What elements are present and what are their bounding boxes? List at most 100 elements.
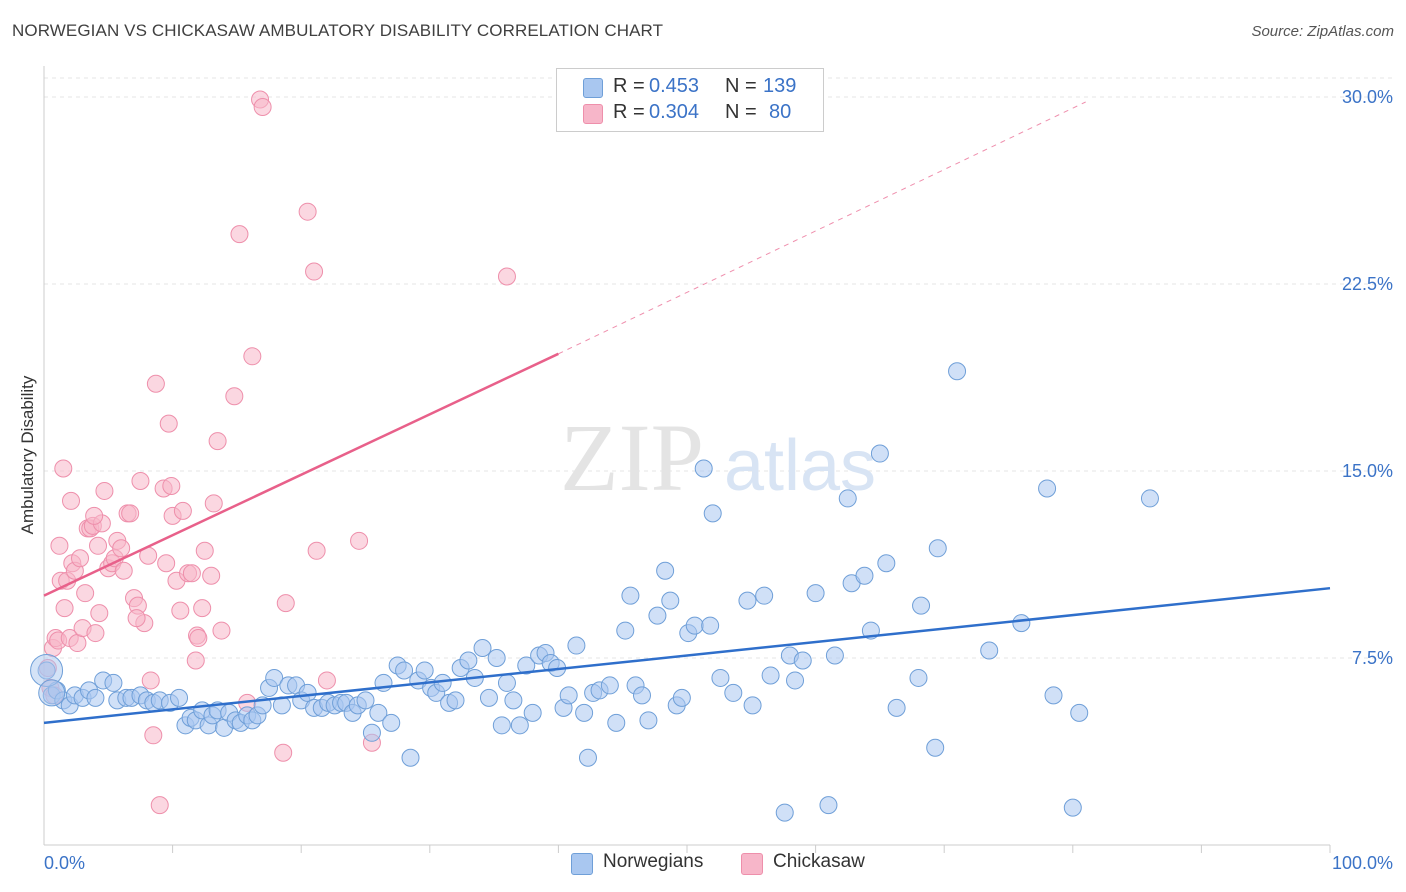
chickasaw-point	[171, 601, 190, 620]
gridlines	[44, 77, 1393, 659]
chickasaw-point	[182, 564, 201, 583]
chickasaw-point	[150, 796, 169, 815]
norwegian-point	[870, 444, 889, 463]
chickasaw-point	[212, 621, 231, 640]
watermark: ZIP atlas	[560, 404, 876, 511]
norwegian-point	[607, 713, 626, 732]
norwegians-swatch	[583, 78, 603, 98]
y-tick-label: 30.0%	[1342, 87, 1393, 107]
n-label: N =	[725, 75, 757, 97]
norwegian-point	[479, 688, 498, 707]
norwegian-point	[492, 716, 511, 735]
norwegian-point	[761, 666, 780, 685]
norwegian-point	[382, 713, 401, 732]
chickasaw-point	[193, 599, 212, 618]
norwegian-point	[369, 703, 388, 722]
chickasaw-point	[90, 604, 109, 623]
chickasaw-point	[204, 494, 223, 513]
chickasaw-point	[68, 634, 87, 653]
x-tick-label-min: 0.0%	[44, 853, 85, 873]
chickasaw-point	[230, 225, 249, 244]
r-value: 0.304	[649, 101, 700, 123]
norwegian-point	[825, 646, 844, 665]
norwegian-point	[170, 688, 189, 707]
norwegian-point	[793, 651, 812, 670]
chickasaw-point	[131, 471, 150, 490]
norwegian-point	[672, 688, 691, 707]
norwegian-point	[401, 748, 420, 767]
norwegian-point	[639, 711, 658, 730]
chickasaw-point	[71, 549, 90, 568]
chickasaw-point	[86, 624, 105, 643]
chickasaw-trend-extension	[558, 101, 1086, 355]
chickasaw-point	[159, 414, 178, 433]
chickasaw-point	[144, 726, 163, 745]
chickasaw-point	[173, 501, 192, 520]
norwegian-point	[510, 716, 529, 735]
norwegian-point	[661, 591, 680, 610]
chickasaw-point	[55, 599, 74, 618]
stats-row-chickasaw: R = 0.304 N = 80	[557, 101, 823, 127]
n-label: N =	[725, 101, 757, 123]
norwegian-point	[648, 606, 667, 625]
norwegian-point	[724, 683, 743, 702]
r-value: 0.453	[649, 75, 700, 97]
norwegian-point	[838, 489, 857, 508]
norwegian-point	[738, 591, 757, 610]
norwegian-point	[855, 566, 874, 585]
chickasaw-point	[112, 539, 131, 558]
norwegian-point	[446, 691, 465, 710]
norwegian-point	[743, 696, 762, 715]
axes	[43, 66, 1331, 853]
chickasaw-point	[95, 481, 114, 500]
chickasaw-point	[89, 536, 108, 555]
norwegian-point	[632, 686, 651, 705]
norwegian-point	[1070, 703, 1089, 722]
n-value: 80	[769, 101, 792, 123]
chickasaw-point	[186, 651, 205, 670]
norwegian-point	[1038, 479, 1057, 498]
norwegian-point	[487, 649, 506, 667]
norwegian-point	[786, 671, 805, 690]
chickasaw-point	[62, 491, 81, 510]
norwegian-point	[621, 586, 640, 605]
norwegian-point	[362, 723, 381, 742]
chickasaw-point	[497, 267, 516, 286]
chickasaw-point	[243, 347, 262, 366]
norwegian-point	[459, 651, 478, 670]
chickasaw-point	[85, 506, 104, 525]
chickasaw-point	[317, 671, 336, 690]
norwegian-point	[1044, 686, 1063, 705]
norwegian-point	[685, 616, 704, 635]
norwegian-point	[701, 616, 720, 635]
norwegian-point	[559, 686, 578, 705]
y-tick-label: 22.5%	[1342, 274, 1393, 294]
norwegian-point	[926, 738, 945, 757]
norwegian-point	[775, 803, 794, 822]
norwegian-point	[819, 796, 838, 815]
watermark-zip: ZIP	[560, 404, 704, 511]
legend-label-norwegians: Norwegians	[603, 851, 704, 872]
norwegian-point	[912, 596, 931, 615]
norwegian-point	[523, 703, 542, 722]
norwegian-point	[980, 641, 999, 660]
stats-box: R = 0.453 N = 139 R = 0.304 N = 80	[556, 68, 824, 132]
r-label: R =	[613, 75, 645, 97]
r-label: R =	[613, 101, 645, 123]
norwegian-point	[711, 668, 730, 687]
norwegian-point	[567, 636, 586, 655]
chickasaw-trend-line	[43, 352, 559, 597]
norwegian-point	[1012, 614, 1031, 633]
norwegian-point	[877, 554, 896, 573]
chickasaw-point	[225, 387, 244, 406]
chickasaw-point	[195, 541, 214, 560]
norwegian-point	[1140, 489, 1159, 508]
chickasaw-point	[307, 541, 326, 560]
trend-lines	[43, 101, 1331, 725]
chickasaw-point	[202, 566, 221, 585]
norwegian-points	[30, 362, 1159, 822]
y-tick-label: 15.0%	[1342, 461, 1393, 481]
norwegian-point	[694, 459, 713, 478]
norwegian-point	[86, 688, 105, 707]
norwegian-point	[656, 561, 675, 580]
